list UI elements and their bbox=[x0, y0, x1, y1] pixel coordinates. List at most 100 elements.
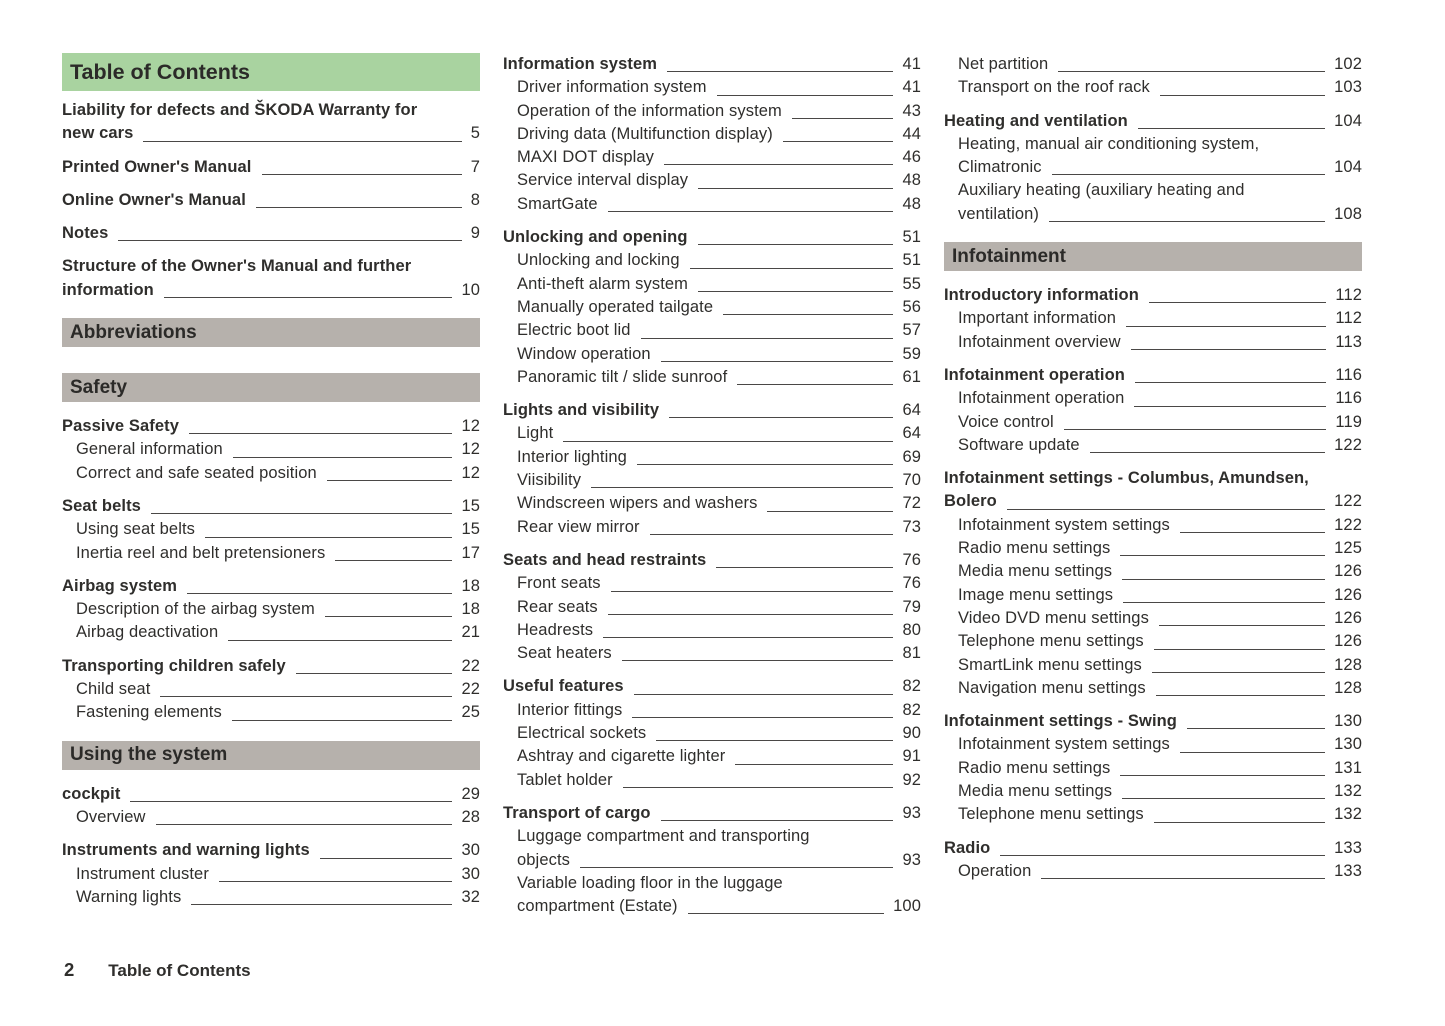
leader-line bbox=[689, 249, 894, 269]
toc-entry-label: objects bbox=[517, 850, 570, 869]
toc-entry-line: Manually operated tailgate 56 bbox=[517, 296, 921, 319]
toc-entry-line: Correct and safe seated position 12 bbox=[76, 462, 480, 485]
toc-entry: Airbag system 18 bbox=[62, 575, 480, 598]
toc-entry: Child seat 22 bbox=[62, 678, 480, 701]
leader-line bbox=[1051, 156, 1326, 176]
toc-columns: Table of Contents Liability for defects a… bbox=[62, 53, 1362, 928]
toc-entry-label: Voice control bbox=[958, 412, 1054, 431]
toc-entry-line: SmartGate 48 bbox=[517, 193, 921, 216]
toc-entry-label: Information system bbox=[503, 55, 657, 73]
leader-line bbox=[261, 156, 462, 175]
leader-line bbox=[1006, 490, 1326, 510]
toc-entry-page-number: 131 bbox=[1334, 758, 1362, 777]
toc-entry-page-number: 132 bbox=[1334, 782, 1362, 801]
toc-entry: Infotainment overview 113 bbox=[944, 331, 1362, 354]
toc-entry-line: SmartLink menu settings 128 bbox=[958, 654, 1362, 677]
toc-entry-line: Auxiliary heating (auxiliary heating and bbox=[958, 179, 1362, 202]
toc-group: Net partition 102 Transport on the roof ra… bbox=[944, 53, 1362, 100]
toc-entry: Net partition 102 bbox=[944, 53, 1362, 76]
toc-entry: Seat belts 15 bbox=[62, 495, 480, 518]
toc-entry-label: Transport of cargo bbox=[503, 803, 651, 822]
toc-entry-label: Liability for defects and ŠKODA Warranty… bbox=[62, 101, 418, 119]
toc-entry-page-number: 21 bbox=[461, 623, 480, 642]
toc-entry-line: Lights and visibility 64 bbox=[503, 399, 921, 422]
footer-title: Table of Contents bbox=[108, 961, 251, 980]
toc-entry: Warning lights 32 bbox=[62, 886, 480, 909]
leader-line bbox=[1148, 284, 1327, 304]
leader-line bbox=[1049, 203, 1326, 223]
toc-entry-line: Fastening elements 25 bbox=[76, 701, 480, 724]
toc-entry-line: Variable loading floor in the luggage bbox=[517, 872, 921, 895]
toc-entry-page-number: 104 bbox=[1334, 111, 1362, 130]
toc-entry: SmartGate 48 bbox=[503, 193, 921, 216]
toc-entry-line: Window operation 59 bbox=[517, 343, 921, 366]
toc-entry: Navigation menu settings 128 bbox=[944, 677, 1362, 700]
leader-line bbox=[791, 100, 894, 119]
toc-entry-page-number: 122 bbox=[1334, 435, 1362, 454]
toc-group: Useful features 82 Interior fittings 82 Elec… bbox=[503, 675, 921, 791]
toc-entry-line: Tablet holder 92 bbox=[517, 769, 921, 792]
page-footer: 2 Table of Contents bbox=[64, 959, 251, 981]
toc-entry-line: Liability for defects and ŠKODA Warranty… bbox=[62, 99, 480, 122]
toc-entry: Media menu settings 126 bbox=[944, 560, 1362, 583]
toc-entry-page-number: 57 bbox=[902, 321, 921, 340]
toc-entry: Anti-theft alarm system 55 bbox=[503, 273, 921, 296]
leader-line bbox=[1134, 364, 1327, 384]
toc-entry: Electrical sockets 90 bbox=[503, 722, 921, 745]
toc-entry-line: Viisibility 70 bbox=[517, 469, 921, 492]
leader-line bbox=[1120, 537, 1326, 557]
leader-line bbox=[231, 701, 453, 721]
toc-entry-page-number: 122 bbox=[1334, 515, 1362, 534]
toc-entry-line: new cars 5 bbox=[62, 122, 480, 145]
leader-line bbox=[621, 642, 894, 662]
toc-entry-page-number: 79 bbox=[902, 597, 921, 616]
leader-line bbox=[295, 655, 453, 675]
toc-entry-label: Unlocking and opening bbox=[503, 228, 688, 247]
toc-entry-line: Seat heaters 81 bbox=[517, 642, 921, 665]
leader-line bbox=[160, 678, 453, 698]
section-header-infotainment: Infotainment bbox=[944, 242, 1362, 272]
toc-entry-page-number: 103 bbox=[1334, 78, 1362, 97]
toc-entry-line: Driving data (Multifunction display) 44 bbox=[517, 123, 921, 146]
leader-line bbox=[607, 596, 894, 615]
toc-entry-line: Operation 133 bbox=[958, 860, 1362, 883]
toc-entry-line: compartment (Estate) 100 bbox=[517, 895, 921, 918]
toc-entry-label: Bolero bbox=[944, 492, 997, 511]
toc-entry-label: Auxiliary heating (auxiliary heating and bbox=[958, 181, 1245, 200]
toc-entry-page-number: 76 bbox=[902, 574, 921, 593]
toc-entry: Telephone menu settings 126 bbox=[944, 630, 1362, 653]
leader-line bbox=[698, 169, 894, 189]
toc-entry-label: Telephone menu settings bbox=[958, 632, 1144, 651]
toc-entry-label: information bbox=[62, 280, 154, 299]
toc-entry-label: Radio menu settings bbox=[958, 539, 1111, 558]
section-header-table-of-contents: Table of Contents bbox=[62, 53, 480, 91]
toc-entry-label: Instrument cluster bbox=[76, 864, 209, 883]
leader-line bbox=[188, 415, 453, 435]
toc-entry-line: Radio menu settings 131 bbox=[958, 757, 1362, 780]
toc-entry-line: Interior lighting 69 bbox=[517, 446, 921, 469]
toc-entry-label: Seat heaters bbox=[517, 644, 612, 663]
toc-entry-page-number: 126 bbox=[1334, 585, 1362, 604]
toc-entry-label: Printed Owner's Manual bbox=[62, 157, 252, 176]
toc-entry-label: Radio bbox=[944, 838, 991, 857]
leader-line bbox=[1120, 757, 1326, 777]
toc-entry-line: Warning lights 32 bbox=[76, 886, 480, 909]
toc-entry: Transport of cargo 93 bbox=[503, 802, 921, 825]
toc-entry-label: Viisibility bbox=[517, 471, 582, 490]
toc-entry-line: Introductory information 112 bbox=[944, 284, 1362, 307]
toc-entry-label: Infotainment settings - Columbus, Amunds… bbox=[944, 469, 1309, 488]
toc-entry-line: Infotainment overview 113 bbox=[958, 331, 1362, 354]
toc-entry: Windscreen wipers and washers 72 bbox=[503, 492, 921, 515]
toc-column-1: Table of Contents Liability for defects a… bbox=[62, 53, 480, 928]
toc-entry-page-number: 29 bbox=[461, 784, 480, 803]
leader-line bbox=[1155, 677, 1326, 697]
toc-entry-page-number: 128 bbox=[1334, 678, 1362, 697]
toc-entry-label: Notes bbox=[62, 224, 109, 243]
toc-entry: Infotainment system settings 122 bbox=[944, 514, 1362, 537]
toc-entry-label: Media menu settings bbox=[958, 562, 1113, 581]
toc-entry: Important information 112 bbox=[944, 307, 1362, 330]
toc-entry: Front seats 76 bbox=[503, 572, 921, 595]
toc-entry: Infotainment settings - Swing 130 bbox=[944, 710, 1362, 733]
toc-entry-line: General information 12 bbox=[76, 438, 480, 461]
toc-entry-page-number: 32 bbox=[461, 887, 480, 906]
